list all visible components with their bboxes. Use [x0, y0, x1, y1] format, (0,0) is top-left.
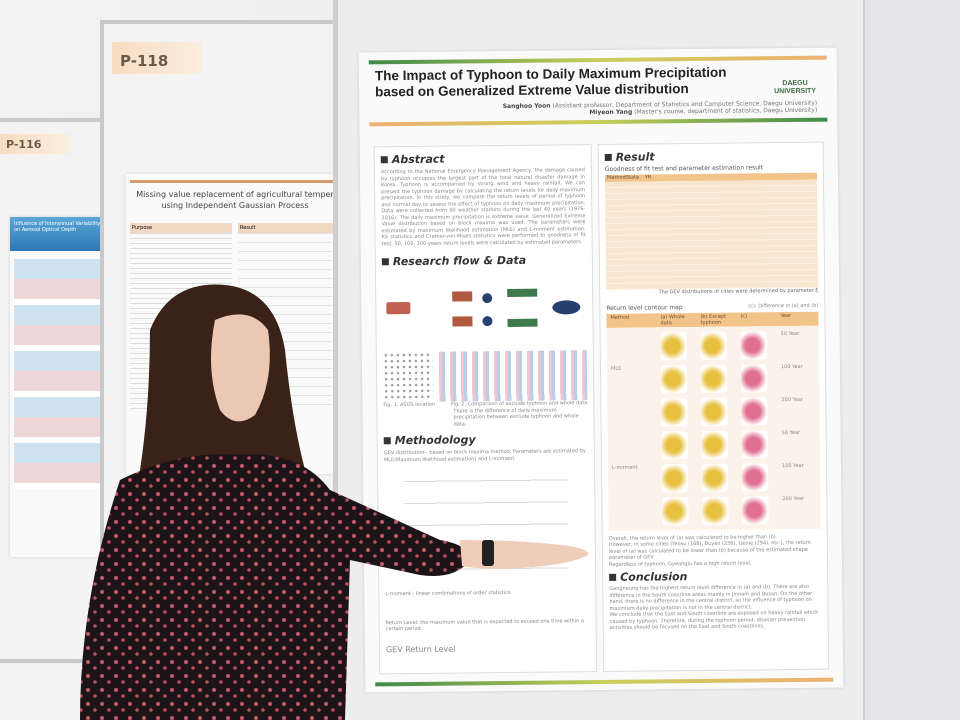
section-result: Result	[238, 223, 340, 233]
poster-tag: P-116	[0, 134, 70, 154]
face	[211, 314, 270, 422]
poster-title: Influence of Interannual Variability on …	[10, 217, 110, 251]
section-purpose: Purpose	[130, 223, 232, 233]
side-wall	[865, 0, 960, 720]
poster-p116: Influence of Interannual Variability on …	[10, 217, 110, 557]
dress	[80, 454, 470, 720]
poster-tag: P-118	[112, 42, 202, 74]
poster-figures	[14, 259, 106, 489]
poster-title-1: Missing value replacement of agricultura…	[136, 190, 334, 199]
poster-title-2: using Independent Gaussian Process	[161, 201, 309, 210]
poster-board-p116: P-116 Influence of Interannual Variabili…	[0, 118, 112, 663]
arm-hand	[460, 540, 589, 569]
wristwatch	[482, 540, 494, 566]
